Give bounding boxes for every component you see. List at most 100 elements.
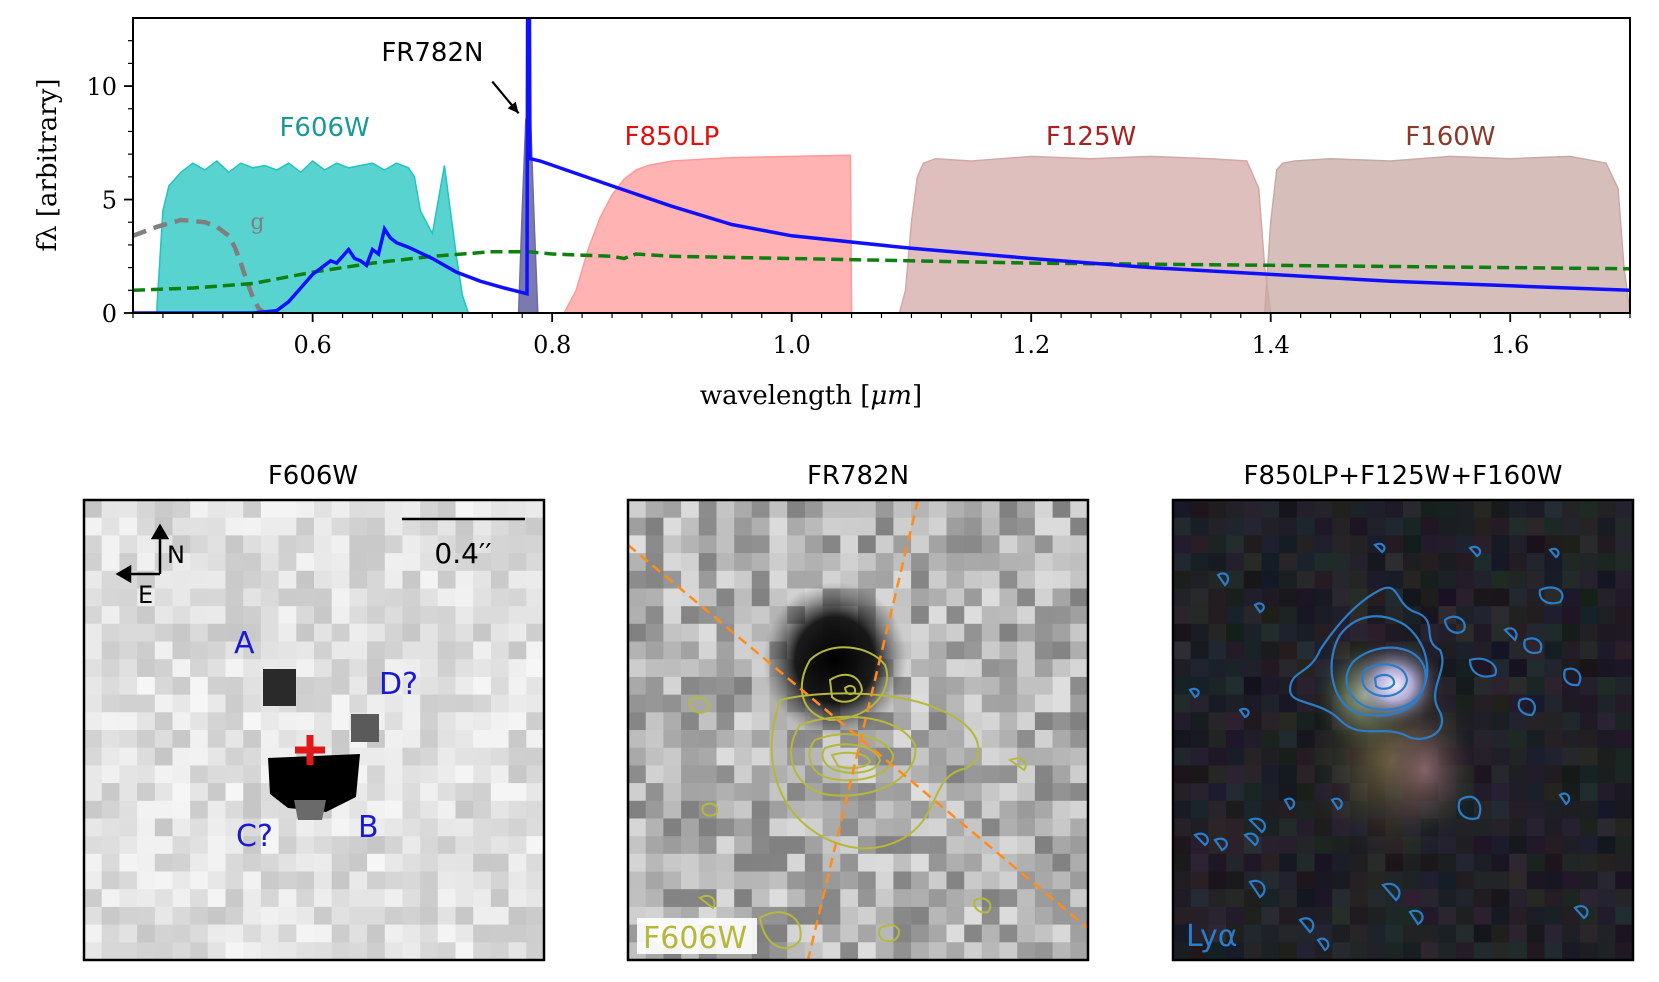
image-pixel: [1070, 942, 1088, 960]
image-pixel: [1509, 906, 1528, 926]
image-pixel: [1562, 942, 1581, 960]
image-pixel: [1017, 853, 1036, 873]
image-pixel: [1017, 553, 1036, 572]
image-pixel: [1385, 553, 1404, 572]
image-pixel: [437, 800, 457, 820]
image-pixel: [999, 783, 1018, 802]
image-pixel: [1034, 853, 1054, 873]
image-pixel: [645, 676, 664, 696]
image-pixel: [1208, 942, 1227, 960]
image-pixel: [490, 730, 510, 749]
image-pixel: [1349, 535, 1369, 554]
image-pixel: [875, 730, 894, 749]
image-pixel: [769, 500, 788, 519]
image-pixel: [260, 517, 280, 536]
image-pixel: [858, 871, 877, 890]
image-pixel: [1456, 942, 1475, 960]
image-pixel: [119, 535, 138, 554]
image-pixel: [420, 924, 439, 943]
image-pixel: [1456, 588, 1475, 607]
image-pixel: [1615, 570, 1633, 590]
image-pixel: [508, 712, 527, 731]
image-pixel: [1473, 694, 1493, 713]
image-pixel: [1420, 942, 1439, 960]
image-pixel: [331, 570, 350, 590]
annotation-arrowhead: [507, 101, 519, 114]
image-pixel: [769, 906, 788, 926]
image-pixel: [101, 588, 120, 607]
image-pixel: [769, 836, 788, 855]
image-pixel: [1243, 747, 1263, 766]
image-pixel: [420, 889, 439, 908]
image-pixel: [1243, 694, 1263, 713]
image-pixel: [420, 871, 439, 890]
image-pixel: [911, 906, 930, 926]
image-pixel: [437, 641, 457, 660]
image-pixel: [1438, 853, 1457, 873]
image-pixel: [225, 871, 244, 890]
image-pixel: [911, 676, 930, 696]
image-pixel: [1544, 712, 1563, 731]
image-pixel: [840, 853, 859, 873]
image-pixel: [1190, 553, 1209, 572]
image-pixel: [278, 570, 297, 590]
image-pixel: [243, 535, 262, 554]
image-pixel: [526, 694, 544, 713]
image-pixel: [402, 800, 421, 820]
image-pixel: [1190, 517, 1209, 536]
image-pixel: [928, 500, 948, 519]
image-pixel: [349, 588, 368, 607]
image-pixel: [734, 588, 753, 607]
image-pixel: [734, 712, 753, 731]
image-pixel: [260, 818, 280, 837]
panel-frame: [626, 498, 1090, 962]
image-pixel: [402, 623, 421, 643]
image-pixel: [402, 694, 421, 713]
image-pixel: [243, 871, 262, 890]
image-pixel: [787, 783, 806, 802]
image-pixel: [1579, 588, 1599, 607]
image-pixel: [437, 783, 457, 802]
image-pixel: [1438, 553, 1457, 572]
image-pixel: [1243, 517, 1263, 536]
image-pixel: [769, 553, 788, 572]
image-pixel: [1367, 500, 1386, 519]
image-pixel: [119, 800, 138, 820]
image-pixel: [296, 906, 315, 926]
image-pixel: [1226, 765, 1245, 784]
image-pixel: [1261, 818, 1280, 837]
image-pixel: [769, 747, 788, 766]
image-pixel: [663, 836, 682, 855]
image-pixel: [893, 889, 912, 908]
image-pixel: [751, 500, 771, 519]
label-c: C?: [236, 819, 273, 854]
image-pixel: [331, 535, 350, 554]
image-pixel: [787, 535, 806, 554]
image-pixel: [1456, 553, 1475, 572]
image-pixel: [1279, 712, 1298, 731]
image-pixel: [1579, 818, 1599, 837]
image-pixel: [1261, 712, 1280, 731]
image-pixel: [911, 553, 930, 572]
image-pixel: [137, 924, 156, 943]
image-pixel: [420, 606, 439, 625]
image-pixel: [734, 517, 753, 536]
image-pixel: [628, 818, 647, 837]
image-pixel: [1070, 517, 1088, 536]
contour-label-bg: [637, 918, 757, 954]
image-pixel: [716, 623, 735, 643]
image-pixel: [455, 747, 474, 766]
image-pixel: [1579, 623, 1599, 643]
y-tick-label: 0: [102, 300, 117, 328]
image-pixel: [1226, 853, 1245, 873]
image-pixel: [154, 906, 174, 926]
image-pixel: [1579, 942, 1599, 960]
image-pixel: [420, 623, 439, 643]
image-pixel: [119, 641, 138, 660]
image-pixel: [645, 500, 664, 519]
image-pixel: [1456, 606, 1475, 625]
image-pixel: [367, 906, 386, 926]
image-pixel: [172, 623, 191, 643]
image-pixel: [1526, 588, 1546, 607]
image-pixel: [1296, 570, 1316, 590]
